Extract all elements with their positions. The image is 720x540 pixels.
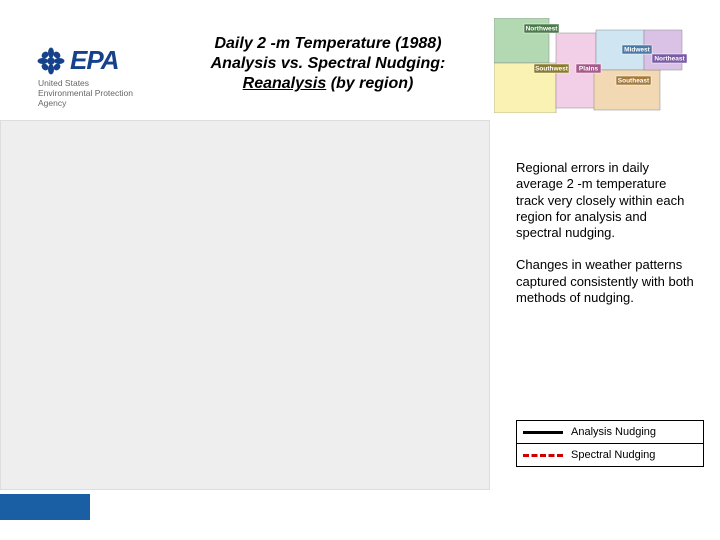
- legend-row-spectral: Spectral Nudging: [516, 443, 704, 467]
- map-label-southwest: Southwest: [535, 66, 569, 73]
- description-paragraph-2: Changes in weather patterns captured con…: [516, 257, 694, 306]
- legend-label: Analysis Nudging: [571, 426, 656, 438]
- description-column: Regional errors in daily average 2 -m te…: [516, 160, 694, 322]
- footer-accent-bar: [0, 494, 90, 520]
- legend-line-dashed-icon: [523, 448, 563, 462]
- legend-label: Spectral Nudging: [571, 449, 655, 461]
- description-paragraph-1: Regional errors in daily average 2 -m te…: [516, 160, 694, 241]
- epa-logo: EPA United States Environmental Protecti…: [36, 45, 176, 109]
- slide-title: Daily 2 -m Temperature (1988) Analysis v…: [178, 34, 478, 94]
- chart-placeholder: [0, 120, 490, 490]
- map-label-southeast: Southeast: [618, 78, 650, 85]
- legend-row-analysis: Analysis Nudging: [516, 420, 704, 444]
- epa-wordmark: EPA: [70, 45, 119, 76]
- map-label-northeast: Northeast: [654, 56, 685, 63]
- map-label-plains: Plains: [579, 66, 599, 73]
- map-label-northwest: Northwest: [526, 26, 559, 33]
- legend-line-solid-icon: [523, 425, 563, 439]
- epa-subtitle: United States Environmental Protection A…: [38, 78, 176, 109]
- map-label-midwest: Midwest: [624, 47, 650, 54]
- us-region-map: Northwest Southwest Plains Midwest Southeast…: [494, 18, 694, 113]
- epa-flower-icon: [36, 46, 66, 76]
- legend: Analysis Nudging Spectral Nudging: [516, 420, 704, 466]
